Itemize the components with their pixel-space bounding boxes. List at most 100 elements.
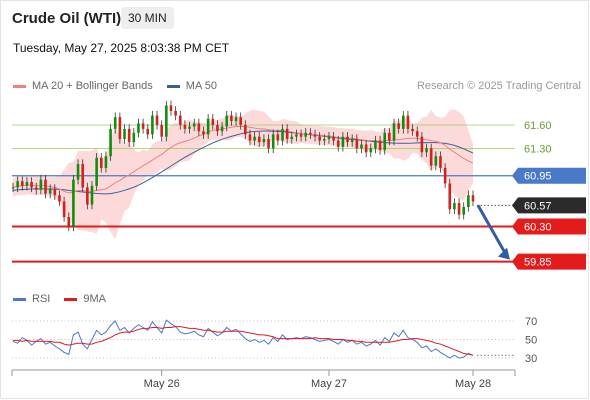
candle-body	[341, 136, 345, 147]
candle-body	[127, 128, 131, 143]
candle-body	[188, 126, 191, 129]
candle-body	[276, 134, 280, 141]
candle-body	[118, 117, 122, 140]
rsi-level-label-70: 70	[525, 316, 537, 328]
instrument-title: Crude Oil (WTI)	[12, 10, 122, 27]
candle-body	[336, 140, 340, 147]
level-tag-60.95	[512, 167, 586, 184]
x-tick-label-1: May 27	[311, 378, 347, 390]
candle-body	[169, 105, 173, 111]
candle-body	[350, 139, 354, 143]
ma9-legend-label: 9MA	[83, 293, 106, 305]
candle-body	[318, 136, 321, 141]
candle-body	[313, 134, 317, 137]
candle-body	[374, 140, 377, 149]
candle-body	[178, 115, 182, 125]
level-tag-60.57	[512, 197, 586, 214]
level-tag-59.85	[512, 253, 586, 270]
candle-body	[141, 123, 145, 129]
candle-body	[165, 105, 168, 137]
candle-body	[30, 181, 33, 188]
candle-body	[378, 140, 382, 150]
level-label-59.85: 59.85	[524, 257, 552, 269]
candle-body	[72, 179, 75, 227]
candle-body	[411, 128, 414, 132]
candle-body	[346, 136, 349, 143]
candle-body	[304, 132, 308, 137]
rsi-legend-label: RSI	[32, 293, 51, 305]
price-legend: MA 20 + Bollinger Bands MA 50	[13, 80, 217, 92]
candle-body	[132, 132, 136, 143]
candle-body	[281, 128, 284, 141]
candle-body	[25, 181, 29, 186]
candle-body	[160, 124, 163, 137]
ma50-legend-label: MA 50	[185, 80, 217, 92]
candle-body	[151, 115, 154, 135]
interval-badge[interactable]: 30 MIN	[121, 7, 174, 29]
candle-body	[406, 115, 410, 129]
candle-body	[262, 139, 266, 143]
level-tag-60.30	[512, 218, 586, 235]
ma20-legend-label: MA 20 + Bollinger Bands	[32, 80, 153, 92]
candle-body	[58, 195, 61, 202]
candle-body	[429, 148, 433, 166]
candle-body	[244, 124, 247, 135]
candle-body	[267, 139, 270, 149]
candle-body	[99, 157, 103, 168]
candle-body	[392, 123, 396, 141]
candle-body	[39, 179, 43, 190]
candle-body	[388, 132, 391, 141]
candle-body	[109, 128, 112, 157]
candle-body	[192, 123, 196, 127]
candle-body	[81, 164, 84, 188]
candle-body	[86, 187, 89, 205]
ma20-swatch	[13, 84, 26, 88]
candle-body	[290, 136, 294, 140]
candle-body	[211, 118, 215, 125]
candle-body	[206, 118, 210, 135]
candle-body	[364, 144, 368, 153]
level-label-60.57: 60.57	[524, 200, 552, 212]
candle-body	[299, 134, 303, 137]
candle-body	[471, 195, 475, 202]
candle-body	[62, 201, 66, 218]
candle-body	[439, 156, 442, 168]
candle-body	[457, 203, 461, 215]
candle-body	[257, 136, 261, 143]
candle-body	[369, 148, 373, 153]
ma50-line	[12, 130, 474, 195]
x-tick-label-2: May 28	[455, 378, 491, 390]
candle-body	[104, 156, 108, 168]
candle-body	[453, 203, 456, 210]
ma20-line	[12, 126, 474, 194]
ma9-swatch	[64, 297, 78, 301]
rsi-level-label-50: 50	[525, 335, 537, 347]
candle-body	[239, 117, 242, 125]
candle-body	[197, 123, 201, 132]
candle-body	[174, 110, 177, 116]
chart-datetime: Tuesday, May 27, 2025 8:03:38 PM CET	[13, 41, 230, 55]
credit-text: Research © 2025 Trading Central	[416, 80, 581, 92]
candle-body	[248, 134, 252, 141]
candle-body	[327, 136, 331, 140]
candle-body	[425, 148, 428, 153]
rsi-swatch	[13, 297, 26, 301]
candle-body	[230, 115, 233, 122]
candle-body	[415, 131, 419, 137]
candle-body	[34, 187, 38, 190]
candle-body	[443, 167, 447, 184]
candle-body	[16, 181, 19, 188]
candle-body	[95, 157, 98, 186]
candle-body	[253, 136, 256, 141]
rsi-level-label-30: 30	[525, 353, 537, 365]
x-tick-label-0: May 26	[144, 378, 180, 390]
candle-body	[76, 164, 80, 180]
candle-body	[323, 139, 326, 141]
level-label-60.30: 60.30	[524, 221, 552, 233]
forecast-arrow-head	[498, 247, 510, 260]
candle-body	[462, 206, 466, 215]
candle-body	[53, 188, 57, 196]
rsi-legend: RSI 9MA	[13, 293, 106, 305]
candle-body	[220, 126, 224, 132]
